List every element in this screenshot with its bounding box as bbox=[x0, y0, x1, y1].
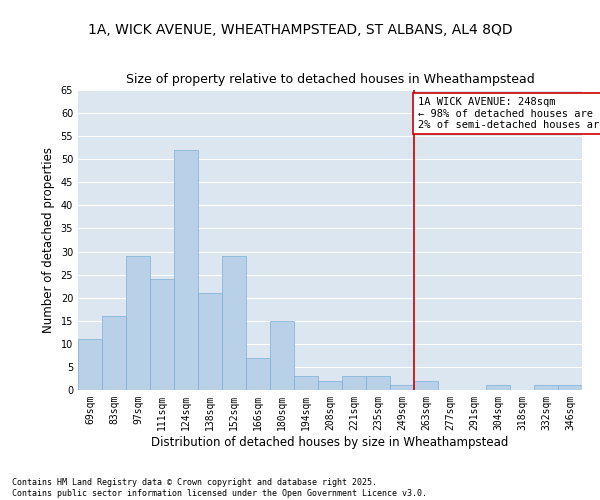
Bar bbox=[486, 386, 510, 390]
Bar bbox=[342, 376, 366, 390]
Bar bbox=[102, 316, 126, 390]
Bar bbox=[174, 150, 198, 390]
Bar bbox=[558, 386, 582, 390]
Bar bbox=[198, 293, 222, 390]
Text: Contains HM Land Registry data © Crown copyright and database right 2025.
Contai: Contains HM Land Registry data © Crown c… bbox=[12, 478, 427, 498]
Title: Size of property relative to detached houses in Wheathampstead: Size of property relative to detached ho… bbox=[125, 73, 535, 86]
Bar bbox=[294, 376, 318, 390]
X-axis label: Distribution of detached houses by size in Wheathampstead: Distribution of detached houses by size … bbox=[151, 436, 509, 448]
Text: 1A WICK AVENUE: 248sqm
← 98% of detached houses are smaller (214)
2% of semi-det: 1A WICK AVENUE: 248sqm ← 98% of detached… bbox=[418, 97, 600, 130]
Y-axis label: Number of detached properties: Number of detached properties bbox=[42, 147, 55, 333]
Bar bbox=[414, 381, 438, 390]
Bar bbox=[534, 386, 558, 390]
Bar bbox=[222, 256, 246, 390]
Bar bbox=[318, 381, 342, 390]
Bar bbox=[150, 279, 174, 390]
Bar bbox=[78, 339, 102, 390]
Bar bbox=[126, 256, 150, 390]
Bar bbox=[366, 376, 390, 390]
Bar bbox=[246, 358, 270, 390]
Bar bbox=[390, 386, 414, 390]
Text: 1A, WICK AVENUE, WHEATHAMPSTEAD, ST ALBANS, AL4 8QD: 1A, WICK AVENUE, WHEATHAMPSTEAD, ST ALBA… bbox=[88, 22, 512, 36]
Bar bbox=[270, 321, 294, 390]
